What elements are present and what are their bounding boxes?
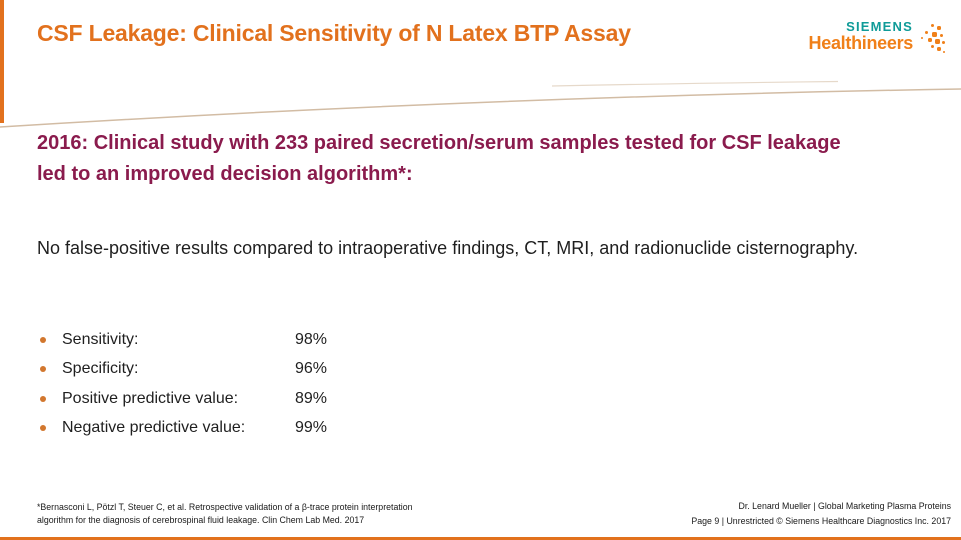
logo-siemens-text: SIEMENS bbox=[846, 19, 913, 34]
bullet-dot-icon bbox=[40, 425, 46, 431]
footer-page-info: Page 9 | Unrestricted © Siemens Healthca… bbox=[691, 515, 951, 526]
siemens-healthineers-logo: SIEMENS Healthineers bbox=[808, 19, 914, 53]
bullet-dot-icon bbox=[40, 395, 46, 402]
metric-row: Specificity: 96% bbox=[37, 360, 355, 378]
bottom-accent-rule bbox=[0, 537, 961, 540]
metric-label: Sensitivity: bbox=[62, 330, 139, 348]
slide-footer: Dr. Lenard Mueller | Global Marketing Pl… bbox=[531, 499, 951, 528]
metric-label: Positive predictive value: bbox=[62, 389, 239, 407]
metrics-list: Sensitivity: 98% Specificity: 96% Positi… bbox=[37, 331, 355, 449]
metric-row: Sensitivity: 98% bbox=[37, 331, 355, 348]
metric-label: Negative predictive value: bbox=[62, 419, 246, 436]
bullet-dot-icon bbox=[40, 336, 46, 343]
footnote-reference: *Bernasconi L, Pötzl T, Steuer C, et al.… bbox=[37, 501, 477, 527]
metric-value: 96% bbox=[295, 360, 328, 377]
body-paragraph: No false-positive results compared to in… bbox=[37, 238, 859, 258]
slide-title: CSF Leakage: Clinical Sensitivity of N L… bbox=[37, 20, 631, 46]
logo-healthineers-text: Healthineers bbox=[808, 32, 914, 53]
metric-value: 98% bbox=[295, 330, 328, 348]
metric-value: 89% bbox=[295, 389, 328, 407]
left-accent-bar bbox=[0, 0, 4, 123]
highlight-paragraph: 2016: Clinical study with 233 paired sec… bbox=[37, 132, 841, 185]
metric-label: Specificity: bbox=[62, 360, 139, 377]
footnote-line-2: algorithm for the diagnosis of cerebrosp… bbox=[37, 515, 365, 525]
healthineers-dots-icon bbox=[918, 23, 948, 59]
metric-row: Negative predictive value: 99% bbox=[37, 419, 355, 437]
footnote-line-1: *Bernasconi L, Pötzl T, Steuer C, et al.… bbox=[37, 502, 413, 512]
metric-value: 99% bbox=[295, 419, 328, 436]
metric-row: Positive predictive value: 89% bbox=[37, 390, 355, 407]
footer-author: Dr. Lenard Mueller | Global Marketing Pl… bbox=[738, 501, 951, 511]
bullet-dot-icon bbox=[40, 366, 46, 372]
